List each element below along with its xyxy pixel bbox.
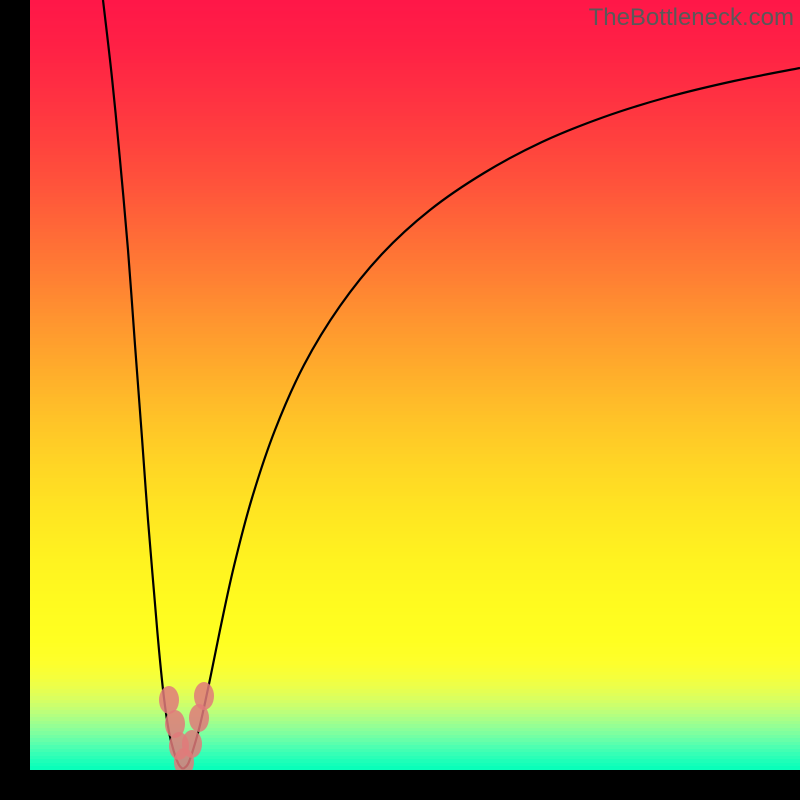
data-point-marker xyxy=(194,682,214,710)
data-point-marker xyxy=(182,730,202,758)
watermark-text: TheBottleneck.com xyxy=(589,4,794,32)
marker-cluster xyxy=(30,0,800,770)
plot-area xyxy=(30,0,800,770)
